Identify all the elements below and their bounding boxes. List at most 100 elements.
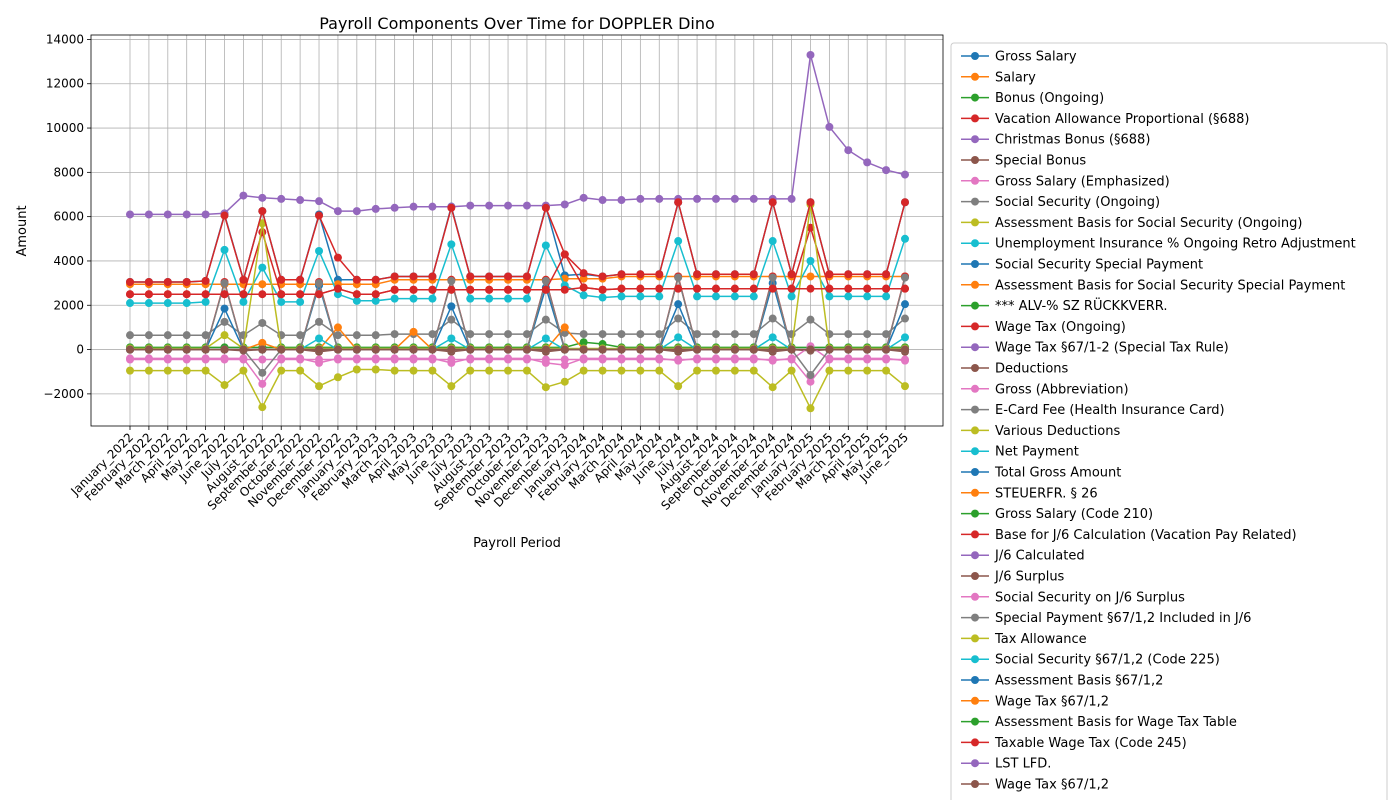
data-point xyxy=(447,355,456,364)
data-point xyxy=(579,291,588,300)
data-point xyxy=(258,193,267,202)
data-point xyxy=(598,345,607,354)
data-point xyxy=(730,284,739,293)
data-point xyxy=(409,272,418,281)
data-point xyxy=(277,194,286,203)
data-point xyxy=(541,383,550,392)
legend-marker xyxy=(971,613,979,622)
series-line xyxy=(130,238,906,304)
data-point xyxy=(730,292,739,301)
data-point xyxy=(352,345,361,354)
data-point xyxy=(579,193,588,202)
data-point xyxy=(844,284,853,293)
legend-item: Special Bonus xyxy=(961,154,1086,169)
data-point xyxy=(466,330,475,339)
data-point xyxy=(277,345,286,354)
data-point xyxy=(711,345,720,354)
data-point xyxy=(711,330,720,339)
data-point xyxy=(730,330,739,339)
data-point xyxy=(182,345,191,354)
data-point xyxy=(598,355,607,364)
data-point xyxy=(787,366,796,375)
data-point xyxy=(730,355,739,364)
data-point xyxy=(447,240,456,249)
data-point xyxy=(674,345,683,354)
data-point xyxy=(182,355,191,364)
data-point xyxy=(882,355,891,364)
legend-item: Wage Tax §67/1-2 (Special Tax Rule) xyxy=(961,341,1229,356)
data-point xyxy=(485,330,494,339)
data-point xyxy=(522,366,531,375)
series-36 xyxy=(126,345,909,354)
data-point xyxy=(315,317,324,326)
data-point xyxy=(296,331,305,340)
legend-label: Wage Tax §67/1-2 (Special Tax Rule) xyxy=(995,341,1229,356)
series-10 xyxy=(126,234,909,308)
legend-label: Social Security (Ongoing) xyxy=(995,195,1160,210)
legend-label: Gross Salary (Emphasized) xyxy=(995,174,1170,189)
data-point xyxy=(674,273,683,282)
data-point xyxy=(863,292,872,301)
legend-label: Special Bonus xyxy=(995,154,1086,169)
data-point xyxy=(655,366,664,375)
data-point xyxy=(239,191,248,200)
data-point xyxy=(390,366,399,375)
data-point xyxy=(579,366,588,375)
data-point xyxy=(277,366,286,375)
legend-item: J/6 Calculated xyxy=(961,549,1085,564)
legend-item: Assessment Basis §67/1,2 xyxy=(961,674,1163,689)
data-point xyxy=(863,158,872,167)
data-point xyxy=(504,285,513,294)
data-point xyxy=(163,278,172,287)
data-point xyxy=(806,272,815,281)
data-point xyxy=(541,355,550,364)
data-point xyxy=(352,365,361,374)
data-point xyxy=(315,246,324,255)
legend-label: Wage Tax (Ongoing) xyxy=(995,320,1126,335)
data-point xyxy=(844,292,853,301)
data-point xyxy=(787,345,796,354)
data-point xyxy=(447,345,456,354)
data-point xyxy=(674,355,683,364)
data-point xyxy=(636,292,645,301)
legend-item: Various Deductions xyxy=(961,424,1120,439)
data-point xyxy=(541,276,550,285)
data-point xyxy=(541,334,550,343)
legend-label: Various Deductions xyxy=(995,424,1120,439)
legend-item: Social Security §67/1,2 (Code 225) xyxy=(961,653,1220,668)
data-point xyxy=(163,366,172,375)
data-point xyxy=(598,196,607,205)
data-point xyxy=(749,270,758,279)
data-point xyxy=(844,345,853,354)
data-point xyxy=(674,198,683,207)
data-point xyxy=(617,270,626,279)
legend-marker xyxy=(971,72,979,81)
data-point xyxy=(901,333,909,342)
legend-marker xyxy=(971,384,979,393)
data-point xyxy=(825,292,834,301)
data-point xyxy=(296,355,305,364)
data-point xyxy=(485,272,494,281)
data-point xyxy=(693,345,702,354)
data-point xyxy=(901,314,909,323)
data-point xyxy=(617,292,626,301)
legend-marker xyxy=(971,135,979,144)
x-axis-label: Payroll Period xyxy=(473,536,561,551)
data-point xyxy=(163,299,172,308)
data-point xyxy=(220,345,229,354)
data-point xyxy=(693,330,702,339)
legend-marker xyxy=(971,260,979,268)
data-point xyxy=(806,50,815,59)
data-point xyxy=(825,345,834,354)
data-point xyxy=(258,228,267,237)
data-point xyxy=(787,194,796,203)
legend-item: Unemployment Insurance % Ongoing Retro A… xyxy=(961,237,1356,252)
data-point xyxy=(371,365,380,374)
data-point xyxy=(730,366,739,375)
data-point xyxy=(220,245,229,254)
data-point xyxy=(201,366,210,375)
data-point xyxy=(333,355,342,364)
data-point xyxy=(693,355,702,364)
legend-marker xyxy=(971,551,979,560)
data-point xyxy=(655,330,664,339)
